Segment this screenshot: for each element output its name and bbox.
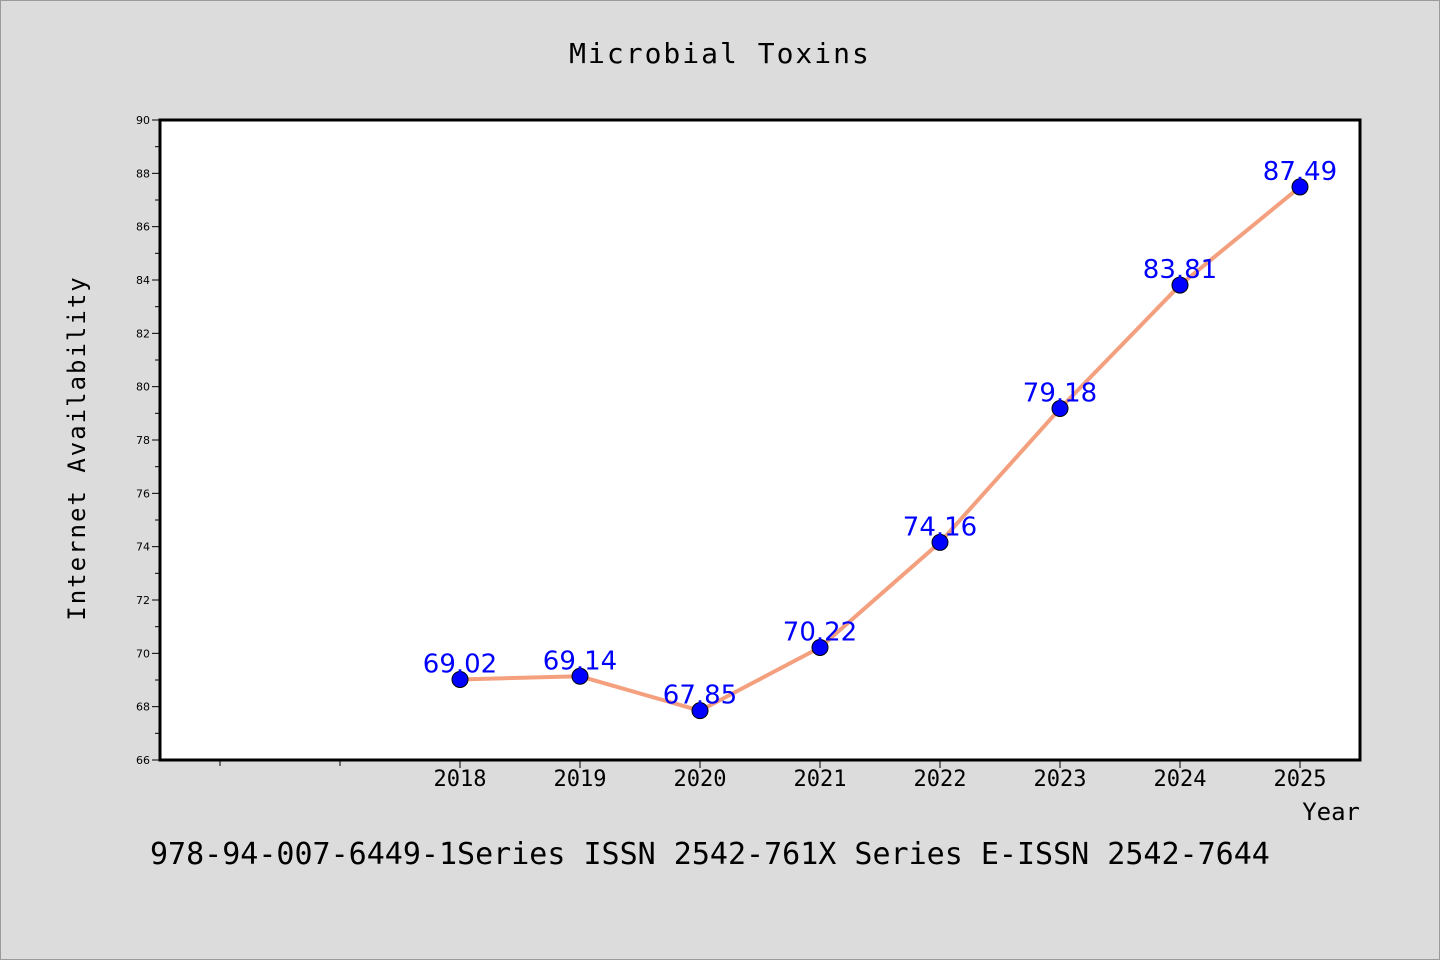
x-tick-label: 2025 [1274, 767, 1327, 792]
series-line [459, 185, 1302, 713]
x-axis-ticks: 2018 2019 2020 2021 2022 2023 2024 2025 [219, 760, 1327, 792]
x-tick-label: 2019 [554, 767, 607, 792]
y-tick-label: 82 [136, 327, 150, 340]
footnote: 978-94-007-6449-1Series ISSN 2542-761X S… [150, 837, 1270, 872]
y-axis-label: Internet Availability [63, 275, 91, 620]
y-tick-label: 78 [136, 434, 150, 447]
data-label: 70.22 [783, 617, 857, 647]
y-tick-label: 86 [136, 221, 150, 234]
data-point [691, 702, 709, 720]
data-label: 69.02 [423, 649, 497, 679]
data-point [1051, 400, 1069, 418]
y-tick-label: 72 [136, 594, 150, 607]
data-label: 87.49 [1263, 157, 1337, 187]
data-point [571, 667, 589, 685]
data-label: 79.18 [1023, 379, 1097, 409]
y-tick-label: 88 [136, 167, 150, 180]
y-tick-label: 90 [136, 114, 150, 127]
x-tick-label: 2021 [794, 767, 847, 792]
data-point [451, 670, 469, 688]
data-label: 74.16 [903, 512, 977, 542]
y-axis-ticks: 66 68 70 72 74 76 78 80 82 84 86 88 90 [136, 114, 160, 767]
plot-area [158, 118, 1362, 762]
y-tick-label: 66 [136, 754, 150, 767]
x-tick-label: 2018 [434, 767, 487, 792]
y-tick-label: 84 [136, 274, 150, 287]
data-label: 83.81 [1143, 255, 1217, 285]
x-tick-label: 2020 [674, 767, 727, 792]
x-tick-label: 2024 [1154, 767, 1207, 792]
y-tick-label: 76 [136, 487, 150, 500]
y-tick-label: 68 [136, 701, 150, 714]
data-point [1291, 178, 1309, 196]
data-label: 69.14 [543, 646, 617, 676]
y-tick-label: 80 [136, 381, 150, 394]
x-tick-label: 2022 [914, 767, 967, 792]
chart-title: Microbial Toxins [569, 37, 871, 70]
x-tick-label: 2023 [1034, 767, 1087, 792]
x-axis-label: Year [1302, 798, 1360, 826]
y-tick-label: 74 [136, 541, 150, 554]
series-layer: 69.02 69.14 67.85 70.22 74.16 79.18 83.81 87.49 [423, 157, 1337, 720]
y-tick-label: 70 [136, 647, 150, 660]
data-point [811, 638, 829, 656]
data-point [931, 533, 949, 551]
data-label: 67.85 [663, 681, 737, 711]
data-point [1171, 276, 1189, 294]
